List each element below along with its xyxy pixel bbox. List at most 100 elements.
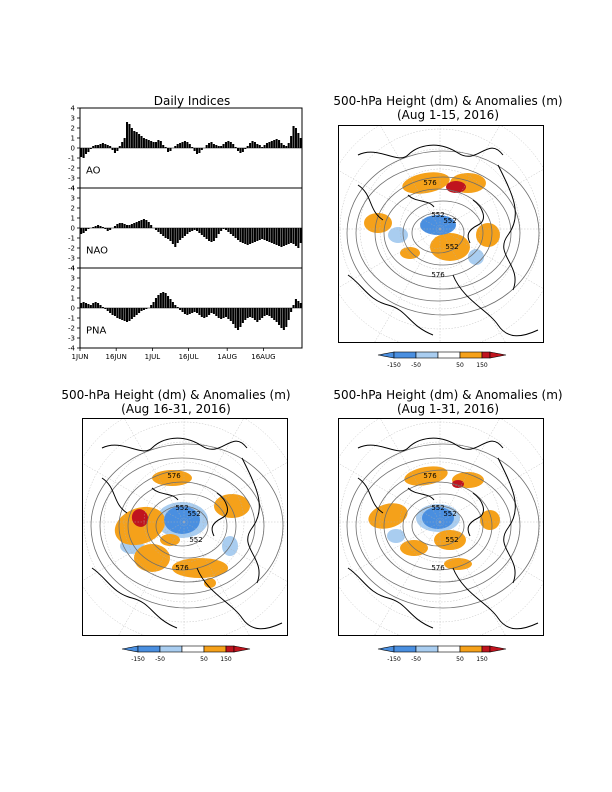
y-tick-label: -1 [68, 235, 75, 243]
bar-pna [294, 299, 297, 308]
bar-pna [282, 308, 285, 330]
bar-ao [229, 142, 232, 148]
bar-pna [198, 308, 201, 315]
bar-nao [249, 228, 252, 244]
bar-ao [87, 148, 90, 152]
height-contour [155, 505, 209, 547]
bar-ao [236, 148, 240, 151]
bar-pna [130, 308, 133, 319]
bar-pna [135, 308, 138, 315]
map3-title-line2: (Aug 1-31, 2016) [396, 402, 499, 416]
height-contour [355, 164, 521, 302]
latitude-circle [419, 501, 461, 543]
bar-nao [278, 228, 281, 246]
coastline [357, 437, 504, 452]
bar-nao [169, 228, 172, 241]
bar-nao [191, 228, 194, 231]
bar-pna [123, 308, 126, 321]
bar-ao [200, 148, 203, 150]
bar-pna [195, 308, 199, 313]
bar-nao [210, 228, 213, 242]
bar-nao [244, 228, 247, 244]
bar-nao [280, 228, 283, 247]
y-tick-label: 0 [71, 225, 75, 233]
bar-ao [282, 145, 285, 148]
map-content [338, 125, 544, 343]
bar-pna [101, 307, 104, 308]
height-contour [411, 505, 465, 547]
bar-nao [171, 228, 174, 244]
bar-nao [106, 228, 109, 231]
bar-pna [244, 308, 247, 320]
bar-nao [118, 223, 121, 228]
colorbar-map2: -150 -50 50 150 [121, 645, 251, 663]
coastline [467, 492, 484, 537]
map-content [82, 418, 288, 636]
positive-anomaly [402, 172, 450, 194]
bar-pna [224, 308, 227, 317]
bar-nao [92, 227, 95, 228]
bar-nao [128, 225, 131, 228]
bar-nao [140, 220, 143, 228]
bar-ao [154, 142, 158, 148]
bar-ao [135, 132, 138, 148]
bar-ao [273, 140, 276, 148]
colorbar-label: -150 [387, 656, 401, 663]
bar-pna [171, 302, 174, 308]
bar-ao [261, 147, 264, 148]
bar-ao [101, 143, 104, 148]
bar-nao [150, 225, 153, 228]
bar-pna [80, 303, 83, 308]
coastline [151, 487, 179, 501]
bar-pna [210, 308, 213, 313]
contour-label: 552 [175, 504, 188, 512]
bar-pna [121, 308, 124, 320]
bar-pna [125, 308, 129, 322]
bar-ao [195, 148, 199, 154]
indices-title: Daily Indices [153, 94, 231, 108]
x-tick-label: 1JUL [145, 353, 161, 361]
colorbar-right-arrow [489, 351, 507, 359]
y-tick-label: 2 [71, 285, 75, 293]
colorbar-label: -50 [155, 656, 165, 663]
colorbar-label: 150 [220, 656, 232, 663]
bar-ao [179, 143, 182, 148]
bar-ao [145, 139, 148, 148]
bar-ao [232, 144, 235, 148]
bar-pna [94, 302, 97, 308]
bar-nao [101, 227, 104, 228]
bar-pna [215, 308, 218, 316]
bar-pna [222, 308, 225, 318]
colorbar-label: 50 [200, 656, 208, 663]
bar-pna [212, 308, 215, 314]
bar-ao [278, 140, 281, 148]
bar-ao [84, 148, 88, 154]
bar-ao [162, 145, 165, 148]
coastline [497, 164, 516, 291]
colorbar-strong-positive [225, 645, 235, 653]
coastline [101, 477, 128, 514]
y-tick-label: 1 [71, 295, 75, 303]
bar-pna [290, 308, 293, 312]
y-tick-label: 2 [71, 125, 75, 133]
bar-nao [234, 228, 237, 238]
bar-ao [167, 148, 170, 152]
bar-nao [82, 228, 85, 233]
bar-nao [113, 226, 116, 228]
colorbar-label: 50 [456, 362, 464, 369]
height-contour [402, 493, 484, 559]
y-tick-label: -4 [68, 265, 76, 273]
bar-ao [220, 146, 223, 148]
contour-label: 552 [443, 510, 456, 518]
bar-ao [263, 145, 266, 148]
bar-nao [157, 228, 160, 232]
y-tick-label: -4 [68, 345, 76, 353]
meridian [439, 418, 501, 523]
positive-anomaly [404, 466, 448, 486]
colorbar-neutral [181, 645, 205, 653]
colorbar-label: 150 [476, 656, 488, 663]
strong-negative-anomaly [420, 215, 456, 235]
bar-pna [280, 308, 283, 328]
